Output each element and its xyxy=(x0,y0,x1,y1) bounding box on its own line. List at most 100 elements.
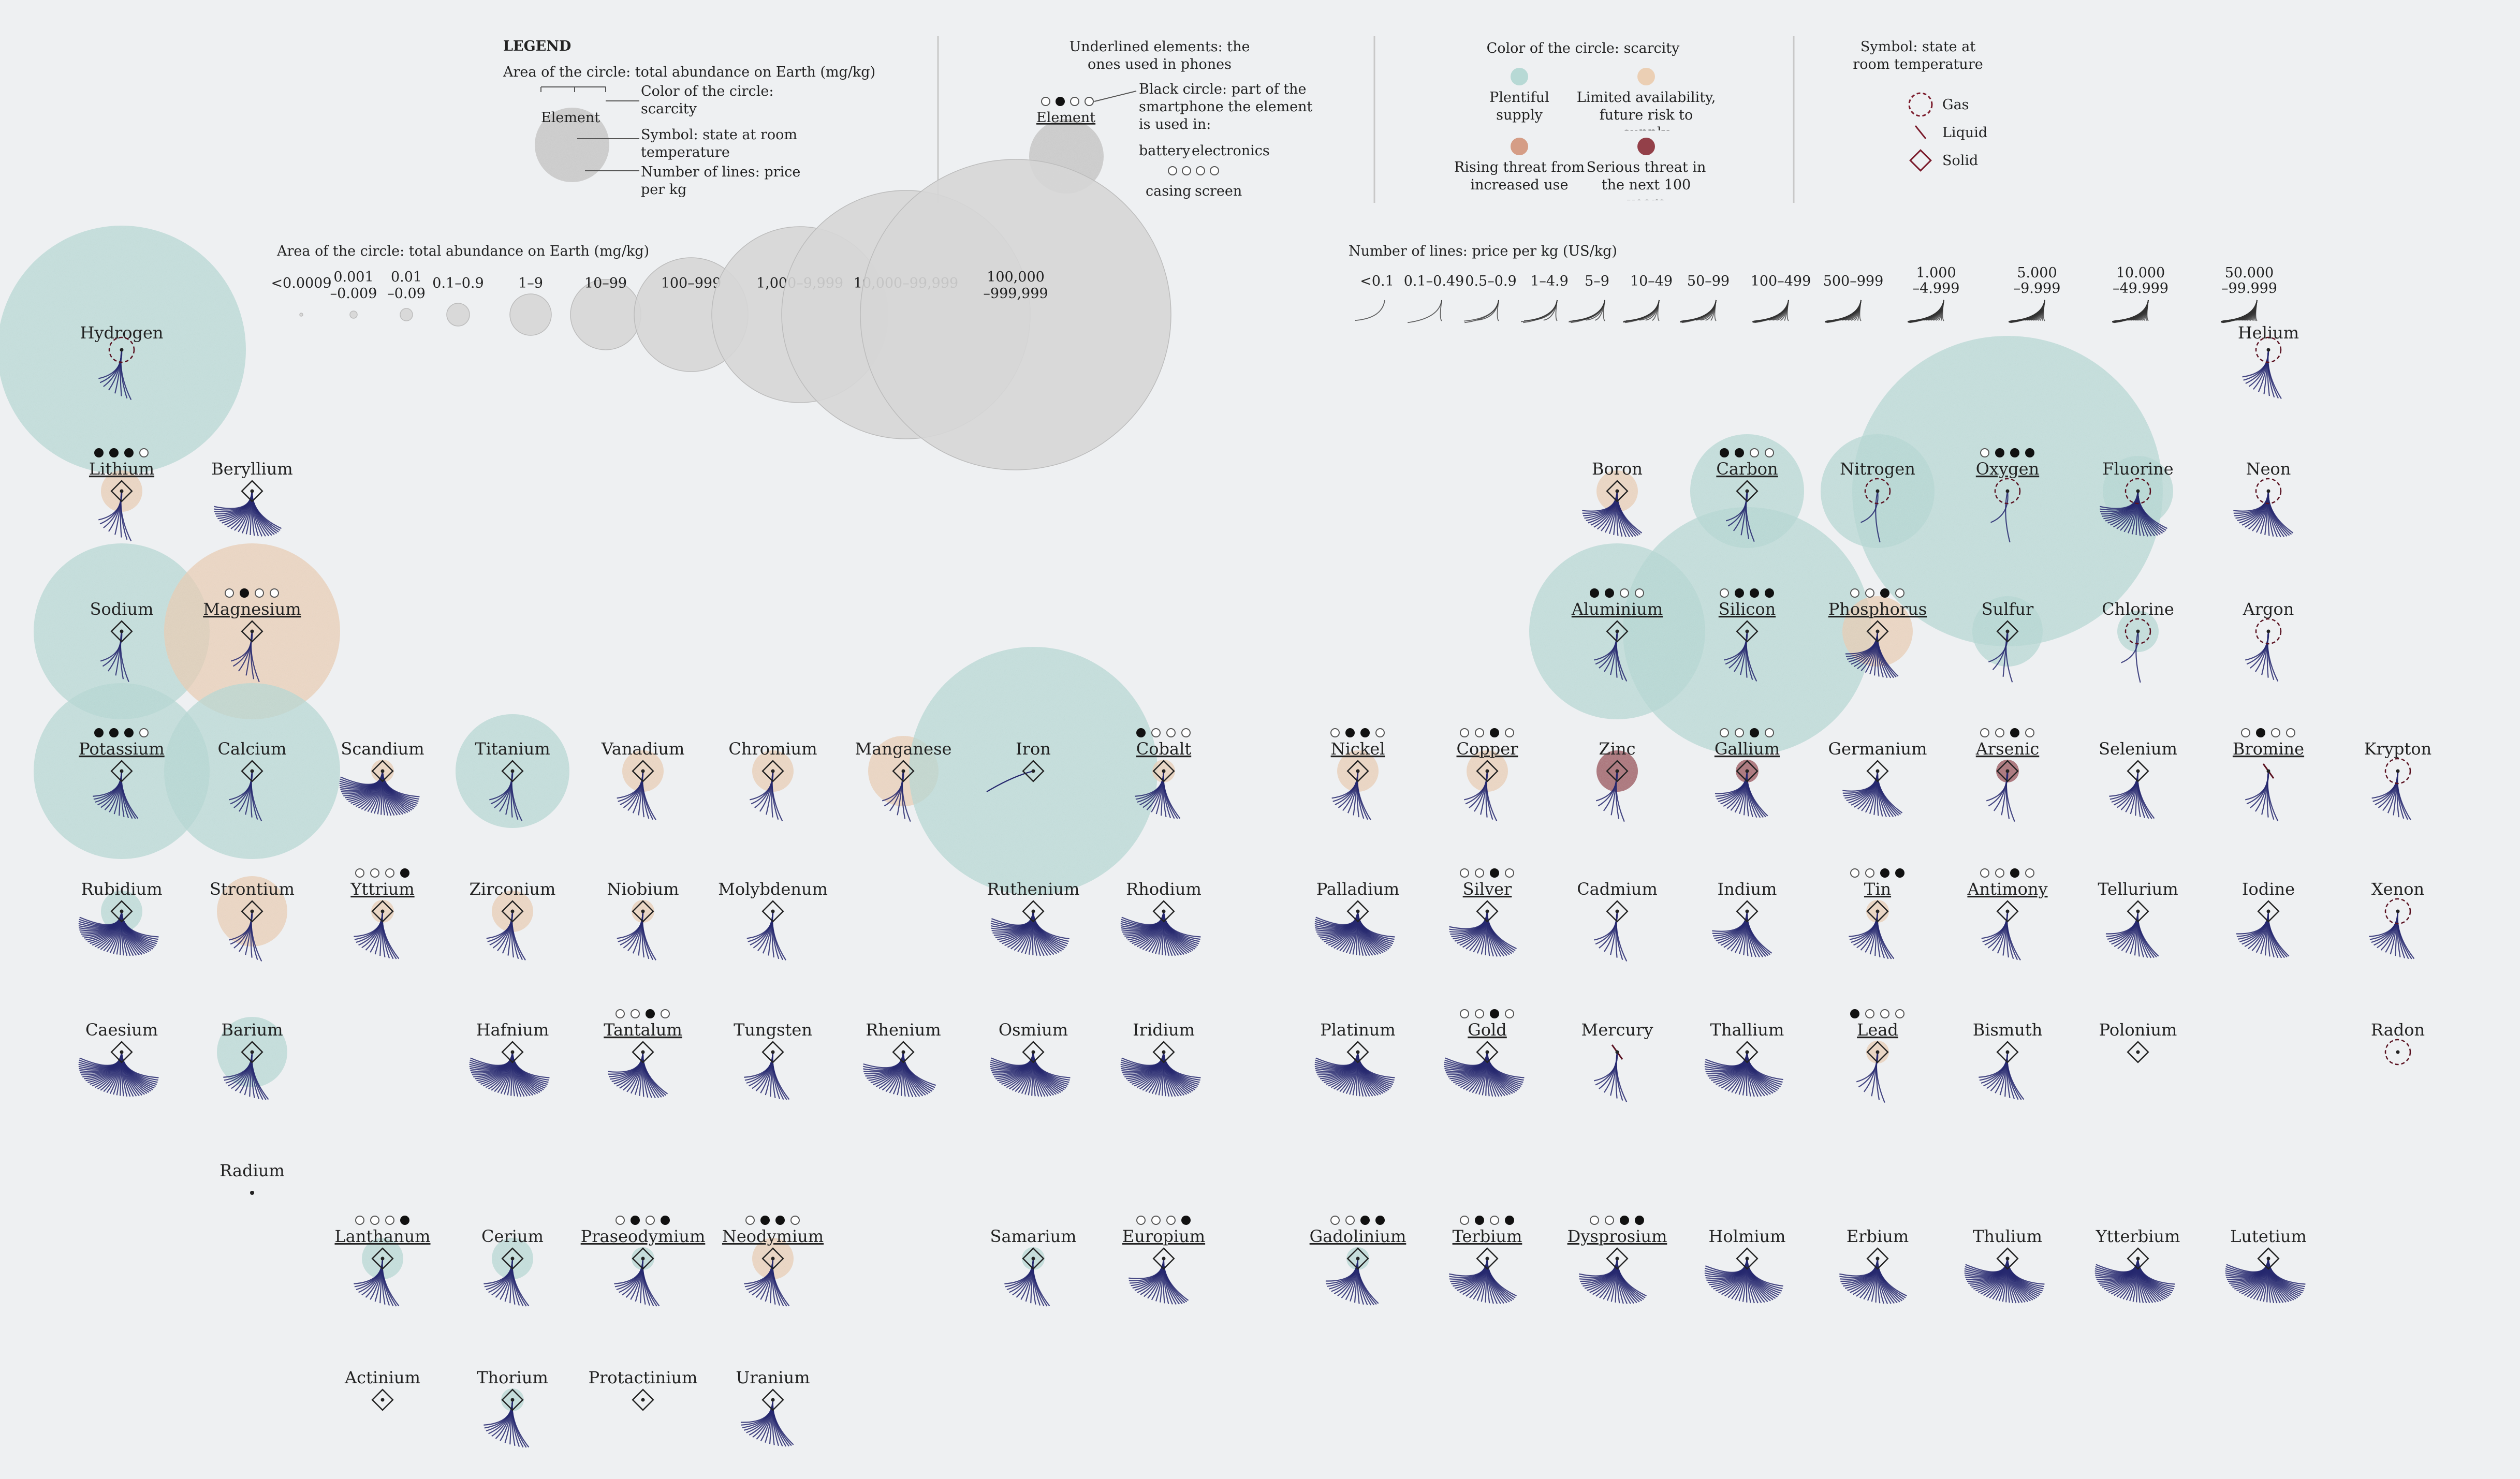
element-label-ytterbium: Ytterbium xyxy=(2096,1226,2180,1246)
size-bin-label: 100,000 –999,999 xyxy=(983,269,1048,302)
phone-usage-dots xyxy=(1590,588,1644,598)
price-bin-fan xyxy=(1680,300,1717,323)
legend-example-element: Element xyxy=(541,110,600,126)
element-label-lanthanum: Lanthanum xyxy=(334,1226,430,1246)
legend-scarcity: Color of the circle: scarcity Plentiful … xyxy=(1454,40,1716,200)
element-label-zinc: Zinc xyxy=(1599,739,1636,759)
price-lines-helium xyxy=(2242,349,2282,399)
price-lines-copper xyxy=(1464,771,1498,822)
gas-icon xyxy=(1908,92,1933,117)
element-label-manganese: Manganese xyxy=(855,739,952,759)
price-lines-boron xyxy=(1582,491,1643,538)
price-lines-terbium xyxy=(1449,1258,1517,1304)
price-lines-phosphorus xyxy=(1845,631,1899,678)
beryllium-solid-icon xyxy=(241,480,263,502)
price-lines-fluorine xyxy=(2100,491,2167,537)
price-lines-calcium xyxy=(229,771,262,822)
element-cadmium: Cadmium xyxy=(1577,879,1658,962)
size-bin-circle xyxy=(299,313,303,317)
element-label-hafnium: Hafnium xyxy=(476,1020,549,1040)
tellurium-solid-icon xyxy=(2127,900,2149,923)
price-lines-caesium xyxy=(78,1052,159,1097)
element-neon: Neon xyxy=(2233,459,2294,538)
element-platinum: Platinum xyxy=(1314,1020,1396,1097)
element-label-copper: Copper xyxy=(1457,739,1519,759)
element-label-phosphorus: Phosphorus xyxy=(1828,599,1927,619)
element-hafnium: Hafnium xyxy=(469,1020,550,1097)
scandium-solid-icon xyxy=(371,760,394,782)
scarcity-label-limited: Limited availability, future risk to sup… xyxy=(1576,90,1716,130)
uranium-solid-icon xyxy=(761,1388,784,1411)
price-lines-ruthenium xyxy=(990,911,1069,956)
element-polonium: Polonium xyxy=(2099,1020,2177,1063)
bismuth-solid-icon xyxy=(1996,1041,2019,1063)
element-silver: Silver xyxy=(1449,868,1517,957)
price-bin-fan xyxy=(1355,300,1385,321)
element-antimony: Antimony xyxy=(1967,868,2048,960)
price-scale: Number of lines: price per kg (US/kg) <0… xyxy=(1349,243,2277,323)
size-bin-circle xyxy=(400,308,413,321)
price-lines-praseodymium xyxy=(614,1258,660,1307)
price-lines-rubidium xyxy=(78,911,159,956)
element-label-krypton: Krypton xyxy=(2364,739,2432,759)
element-label-thallium: Thallium xyxy=(1710,1020,1784,1040)
price-bin-label: 0.5–0.9 xyxy=(1465,273,1516,289)
price-lines-lithium xyxy=(98,491,132,542)
legend-part-screen: screen xyxy=(1195,183,1242,199)
element-selenium: Selenium xyxy=(2099,739,2177,819)
element-label-yttrium: Yttrium xyxy=(350,879,414,899)
element-magnesium: Magnesium xyxy=(203,588,301,683)
element-beryllium: Beryllium xyxy=(211,459,293,537)
krypton-gas-icon xyxy=(2384,758,2411,785)
element-label-europium: Europium xyxy=(1122,1226,1205,1246)
lanthanum-solid-icon xyxy=(371,1247,394,1270)
price-lines-selenium xyxy=(2109,771,2155,819)
silver-solid-icon xyxy=(1476,900,1499,923)
yttrium-solid-icon xyxy=(371,900,394,923)
scarcity-label-rising: Rising threat from increased use xyxy=(1454,159,1585,193)
element-label-terbium: Terbium xyxy=(1453,1226,1522,1246)
element-label-caesium: Caesium xyxy=(85,1020,158,1040)
price-bin-label: 500–999 xyxy=(1823,273,1884,289)
element-label-cerium: Cerium xyxy=(481,1226,544,1246)
vanadium-solid-icon xyxy=(632,760,654,782)
element-cerium: Cerium xyxy=(481,1226,544,1307)
element-terbium: Terbium xyxy=(1449,1216,1522,1304)
price-lines-europium xyxy=(1129,1258,1189,1305)
element-tellurium: Tellurium xyxy=(2098,879,2178,958)
element-label-palladium: Palladium xyxy=(1316,879,1399,899)
element-scandium: Scandium xyxy=(339,739,424,816)
legend-phones-element: Element xyxy=(1036,110,1095,126)
price-lines-potassium xyxy=(93,771,139,819)
element-oxygen: Oxygen xyxy=(1976,448,2039,543)
element-silicon: Silicon xyxy=(1719,588,1776,682)
element-neodymium: Neodymium xyxy=(722,1216,824,1307)
element-tin: Tin xyxy=(1849,868,1904,959)
rhodium-solid-icon xyxy=(1152,900,1175,923)
element-thallium: Thallium xyxy=(1704,1020,1784,1097)
element-label-cadmium: Cadmium xyxy=(1577,879,1658,899)
phone-usage-dots xyxy=(1980,728,2034,737)
price-lines-osmium xyxy=(990,1052,1071,1097)
samarium-solid-icon xyxy=(1022,1247,1045,1270)
price-lines-nickel xyxy=(1331,771,1371,820)
potassium-solid-icon xyxy=(110,760,133,782)
phone-usage-dots xyxy=(355,1216,409,1225)
element-chlorine: Chlorine xyxy=(2102,599,2174,683)
element-label-strontium: Strontium xyxy=(210,879,295,899)
size-bin-circle xyxy=(860,159,1171,470)
element-label-silver: Silver xyxy=(1463,879,1512,899)
solid-icon xyxy=(1909,149,1932,172)
element-germanium: Germanium xyxy=(1828,739,1927,818)
element-gallium: Gallium xyxy=(1715,728,1780,818)
price-lines-hafnium xyxy=(469,1052,550,1097)
price-scale-title: Number of lines: price per kg (US/kg) xyxy=(1349,243,1617,259)
price-lines-uranium xyxy=(740,1399,794,1447)
phone-usage-dots xyxy=(1460,868,1514,878)
price-lines-gold xyxy=(1444,1052,1525,1097)
price-lines-aluminium xyxy=(1594,631,1628,682)
nitrogen-gas-icon xyxy=(1864,478,1891,505)
element-calcium: Calcium xyxy=(218,739,286,822)
element-manganese: Manganese xyxy=(855,739,952,822)
neon-gas-icon xyxy=(2255,478,2282,505)
